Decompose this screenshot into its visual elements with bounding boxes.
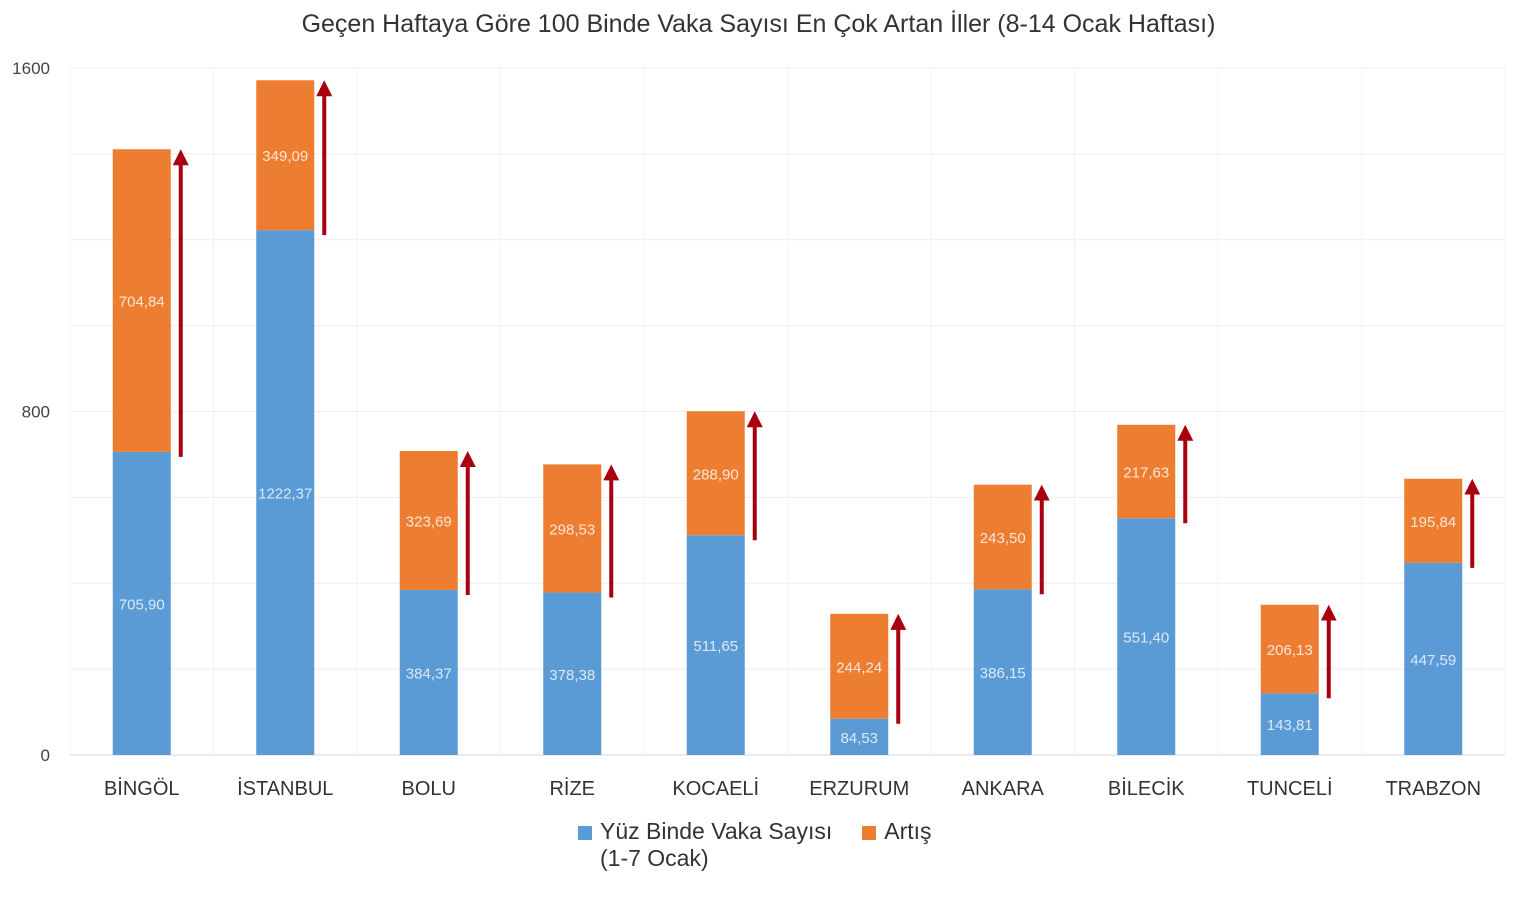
legend-swatch-base (578, 826, 592, 840)
data-label: 511,65 (693, 638, 738, 655)
data-label: 384,37 (406, 665, 452, 682)
bar-base (399, 589, 458, 755)
bar-base (973, 589, 1032, 755)
data-label: 244,24 (836, 659, 882, 676)
x-tick-label: ERZURUM (809, 778, 909, 800)
bar-increase (543, 464, 602, 593)
bar-increase (1260, 604, 1319, 694)
legend-item-increase: Artış (862, 818, 932, 872)
bar-increase (256, 80, 315, 231)
x-tick-label: TRABZON (1385, 778, 1481, 800)
data-label: 323,69 (406, 513, 452, 530)
bar-increase (686, 411, 745, 536)
data-label: 705,90 (119, 596, 165, 613)
bar-increase (1404, 478, 1463, 563)
data-label: 704,84 (119, 294, 165, 311)
bar-base (256, 230, 315, 755)
bar-base (1260, 693, 1319, 755)
x-tick-label: KOCAELİ (672, 777, 759, 800)
data-label: 298,53 (549, 521, 595, 538)
bar-base (1117, 518, 1176, 755)
x-tick-label: BOLU (402, 778, 456, 800)
data-label: 195,84 (1410, 514, 1456, 531)
x-tick-label: ANKARA (962, 778, 1045, 800)
bar-base (1404, 562, 1463, 755)
legend: Yüz Binde Vaka Sayısı (1-7 Ocak) Artış (578, 818, 932, 872)
x-tick-label: TUNCELİ (1247, 777, 1333, 800)
data-label: 206,13 (1267, 642, 1313, 659)
data-label: 551,40 (1123, 630, 1169, 647)
data-label: 217,63 (1123, 465, 1169, 482)
y-tick-label: 0 (41, 746, 50, 765)
bar-increase (1117, 424, 1176, 519)
bar-increase (973, 484, 1032, 590)
data-label: 386,15 (980, 665, 1026, 682)
y-tick-label: 1600 (12, 59, 50, 78)
legend-item-base: Yüz Binde Vaka Sayısı (1-7 Ocak) (578, 818, 832, 872)
data-label: 349,09 (262, 148, 308, 165)
x-tick-label: BİLECİK (1108, 777, 1185, 800)
data-label: 378,38 (549, 667, 595, 684)
legend-label-increase: Artış (884, 818, 932, 844)
bar-base (686, 535, 745, 755)
y-tick-label: 800 (22, 403, 50, 422)
data-label: 1222,37 (258, 486, 312, 503)
legend-swatch-increase (862, 826, 877, 840)
bar-increase (112, 149, 171, 452)
data-label: 84,53 (840, 730, 878, 747)
legend-label-base-line1: Yüz Binde Vaka Sayısı (600, 818, 833, 844)
data-label: 447,59 (1410, 652, 1456, 669)
bar-base (112, 451, 171, 755)
x-tick-label: RİZE (549, 777, 595, 800)
data-label: 288,90 (693, 466, 739, 483)
bar-increase (399, 450, 458, 590)
x-tick-label: İSTANBUL (237, 777, 333, 800)
data-label: 243,50 (980, 530, 1026, 547)
bar-increase (830, 613, 889, 719)
bar-base (830, 718, 889, 755)
bar-base (543, 592, 602, 755)
x-tick-label: BİNGÖL (104, 777, 180, 800)
data-label: 143,81 (1267, 717, 1313, 734)
legend-label-base-line2: (1-7 Ocak) (600, 845, 709, 871)
chart-title: Geçen Haftaya Göre 100 Binde Vaka Sayısı… (301, 10, 1216, 38)
